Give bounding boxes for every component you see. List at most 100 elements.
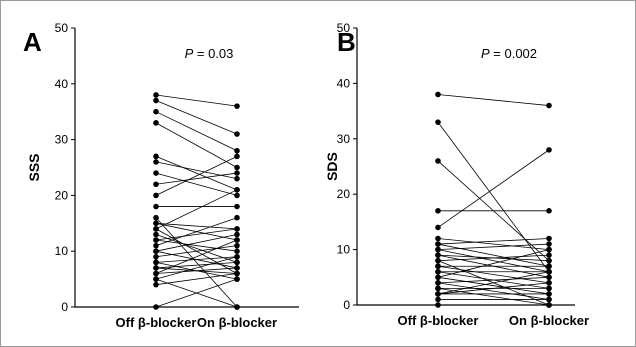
y-tick-label-b: 30 (337, 132, 351, 146)
off-point-a (153, 270, 159, 277)
y-axis-title-a: SSS (26, 153, 42, 181)
paired-line-b (437, 238, 550, 250)
p-value-annotation-b: P = 0.002 (481, 46, 537, 61)
paired-line-a (155, 189, 238, 230)
on-point-b (546, 257, 552, 264)
paired-line-a (155, 278, 238, 308)
paired-line-a (155, 267, 238, 274)
panel-letter-a: A (23, 27, 42, 57)
paired-line-b (437, 276, 550, 284)
paired-line-b (437, 121, 550, 272)
off-point-a (153, 203, 159, 210)
on-point-b (546, 102, 552, 109)
off-point-a (153, 159, 159, 165)
paired-line-a (155, 100, 238, 135)
on-point-b (546, 285, 552, 292)
on-point-b (546, 235, 552, 242)
y-tick-label-b: 50 (337, 21, 351, 35)
paired-line-a (155, 111, 238, 152)
off-point-a (153, 265, 159, 271)
y-tick-label-a: 30 (55, 133, 69, 147)
on-point-b (546, 296, 552, 303)
on-point-b (546, 268, 552, 275)
off-point-a (153, 237, 159, 243)
off-point-a (153, 108, 159, 115)
off-point-b (435, 296, 441, 303)
off-point-a (153, 97, 159, 104)
on-point-a (234, 203, 240, 210)
paired-line-a (155, 256, 238, 263)
paired-line-a (155, 239, 238, 252)
y-tick-label-b: 10 (337, 243, 351, 257)
paired-line-a (155, 228, 238, 241)
paired-line-a (155, 239, 238, 274)
off-point-b (435, 280, 441, 286)
off-point-b (435, 285, 441, 292)
off-point-b (435, 257, 441, 264)
on-point-a (234, 304, 240, 310)
paired-line-b (437, 149, 550, 228)
on-point-b (546, 302, 552, 308)
off-point-b (435, 158, 441, 164)
paired-line-b (437, 249, 550, 278)
on-point-b (546, 241, 552, 247)
off-point-b (435, 119, 441, 125)
off-point-a (153, 248, 159, 254)
y-tick-label-b: 40 (337, 76, 351, 90)
on-point-a (234, 192, 240, 199)
paired-line-a (155, 155, 238, 191)
paired-line-a (155, 256, 238, 280)
on-point-a (234, 253, 240, 260)
on-point-b (546, 263, 552, 270)
paired-line-b (437, 287, 550, 306)
on-point-a (234, 170, 240, 176)
on-point-b (546, 274, 552, 281)
off-point-a (153, 192, 159, 199)
off-point-b (435, 224, 441, 231)
on-point-a (234, 175, 240, 182)
off-point-a (153, 226, 159, 232)
paired-line-b (437, 265, 550, 284)
on-point-a (234, 147, 240, 154)
paired-line-a (155, 172, 238, 185)
off-point-b (435, 252, 441, 258)
off-point-b (435, 91, 441, 98)
off-point-b (435, 302, 441, 308)
on-point-a (234, 231, 240, 238)
paired-line-b (437, 254, 550, 262)
off-point-a (153, 281, 159, 288)
paired-line-a (155, 217, 238, 308)
y-tick-label-a: 0 (61, 300, 68, 314)
off-point-a (153, 220, 159, 227)
paired-line-b (437, 243, 550, 250)
on-point-a (234, 131, 240, 137)
x-category-label-b: On β-blocker (509, 313, 589, 328)
on-point-a (234, 265, 240, 271)
p-value: = 0.03 (193, 46, 233, 61)
off-point-b (435, 263, 441, 270)
off-point-a (153, 304, 159, 310)
on-point-a (234, 276, 240, 282)
off-point-b (435, 291, 441, 297)
x-category-label-b: Off β-blocker (398, 313, 479, 328)
paired-line-a (155, 94, 238, 107)
paired-line-b (437, 276, 550, 295)
on-point-a (234, 248, 240, 254)
off-point-a (153, 181, 159, 188)
panel-a: 0 10 20 30 40 50 SSS A P = 0.03 Off β-blocker On β… (23, 21, 299, 330)
on-point-b (546, 147, 552, 153)
p-symbol: P (185, 46, 194, 61)
on-point-a (234, 259, 240, 266)
y-axis-title-b: SDS (324, 152, 340, 181)
paired-line-b (437, 238, 550, 245)
panel-b: 0 10 20 30 40 50 SDS B P = 0.002 Off β-blocker On … (324, 21, 589, 328)
x-category-label-a: Off β-blocker (116, 315, 197, 330)
on-point-b (546, 246, 552, 253)
off-point-a (153, 259, 159, 266)
paired-line-b (437, 271, 550, 295)
off-point-b (435, 246, 441, 253)
off-point-a (153, 231, 159, 238)
off-point-b (435, 235, 441, 242)
